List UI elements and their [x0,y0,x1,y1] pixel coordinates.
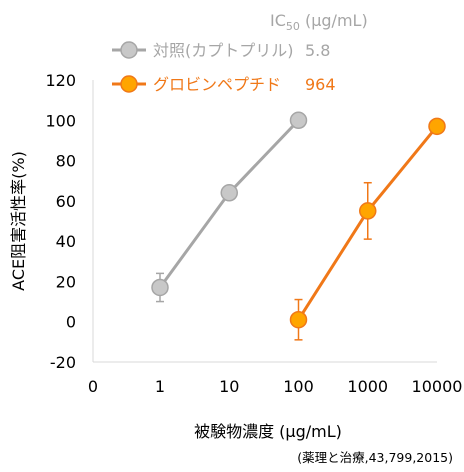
x-tick-label: 100 [283,377,314,396]
data-point [428,117,446,136]
y-axis-title: ACE阻害活性率(%) [9,151,28,291]
y-tick-label: 0 [66,313,76,332]
source-citation: (薬理と治療,43,799,2015) [297,450,453,465]
y-tick-label: 20 [56,272,76,291]
legend-series-name: 対照(カプトプリル) [153,41,294,60]
legend-marker [120,75,138,93]
y-tick-labels: -20 0 20 40 60 80 100 120 [45,71,76,372]
legend: IC50 (μg/mL) 対照(カプトプリル) 5.8 グロビンペプチド 964 [112,11,368,94]
series-line [158,119,300,289]
data-point [220,184,238,202]
y-tick-label: 120 [45,71,76,90]
y-tick-label: 40 [56,232,76,251]
x-tick-labels: 0 1 10 100 1000 10000 [88,377,463,396]
legend-entry: 対照(カプトプリル) 5.8 [112,41,330,60]
y-tick-label: 100 [45,111,76,130]
x-tick-label: 0 [88,377,98,396]
legend-series-name: グロビンペプチド [153,75,281,94]
series-2 [289,117,446,341]
series-1 [151,111,308,303]
y-tick-label: 80 [56,152,76,171]
legend-header-ic50: IC50 (μg/mL) [270,11,368,33]
x-tick-label: 10 [219,377,239,396]
data-point [151,278,169,297]
x-tick-label: 1 [155,377,165,396]
x-tick-label: 1000 [347,377,388,396]
plot-area: -20 0 20 40 60 80 100 120 0 1 10 100 1000 10000 [45,71,462,396]
series-layer [151,111,446,341]
x-tick-label: 10000 [412,377,463,396]
data-point [359,202,377,220]
legend-entries: 対照(カプトプリル) 5.8 グロビンペプチド 964 [112,41,336,94]
legend-entry: グロビンペプチド 964 [112,75,336,94]
data-point [289,310,308,329]
data-point [289,111,308,130]
y-tick-label: 60 [56,192,76,211]
legend-ic50-value: 964 [305,75,336,94]
x-axis-title: 被験物濃度 (μg/mL) [194,422,342,441]
legend-marker [120,41,138,59]
y-tick-label: -20 [50,353,76,372]
legend-ic50-value: 5.8 [305,41,330,60]
